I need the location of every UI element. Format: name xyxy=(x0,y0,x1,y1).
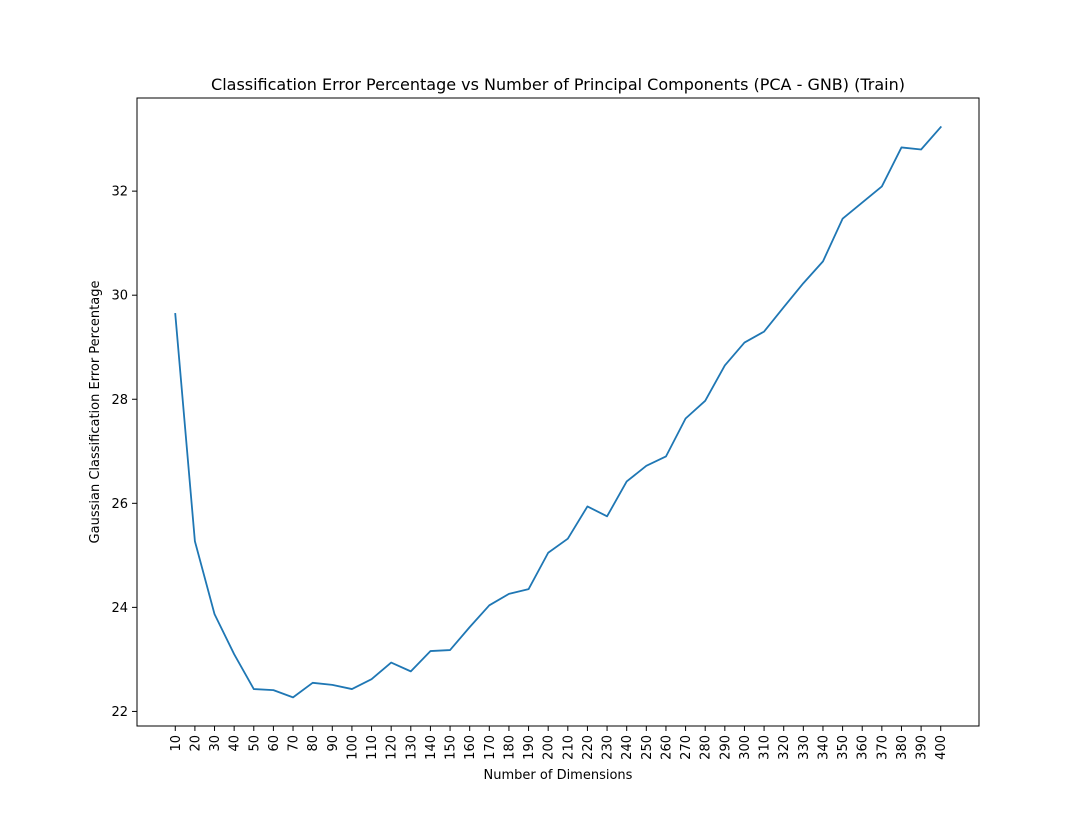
x-tick-label: 180 xyxy=(502,735,517,760)
y-tick-label: 32 xyxy=(111,185,128,200)
x-tick-label: 30 xyxy=(208,735,223,752)
x-tick-label: 140 xyxy=(424,735,439,760)
x-tick-label: 270 xyxy=(679,735,694,760)
x-tick-label: 380 xyxy=(895,735,910,760)
x-axis-label: Number of Dimensions xyxy=(484,768,633,783)
x-tick-label: 280 xyxy=(699,735,714,760)
x-tick-label: 370 xyxy=(875,735,890,760)
x-tick-label: 190 xyxy=(522,735,537,760)
x-tick-label: 210 xyxy=(561,735,576,760)
x-tick-label: 390 xyxy=(915,735,930,760)
y-axis-label: Gaussian Classification Error Percentage xyxy=(88,281,103,544)
plot-frame xyxy=(136,97,980,727)
x-tick-label: 60 xyxy=(267,735,282,752)
x-tick-label: 360 xyxy=(856,735,871,760)
x-tick-label: 250 xyxy=(640,735,655,760)
y-tick-label: 24 xyxy=(111,601,128,616)
x-tick-label: 130 xyxy=(404,735,419,760)
x-tick-label: 240 xyxy=(620,735,635,760)
y-tick-label: 22 xyxy=(111,705,128,720)
x-tick-label: 170 xyxy=(483,735,498,760)
x-tick-label: 80 xyxy=(306,735,321,752)
x-tick-label: 320 xyxy=(777,735,792,760)
x-tick-label: 20 xyxy=(188,735,203,752)
chart-title: Classification Error Percentage vs Numbe… xyxy=(211,75,905,94)
x-tick-label: 290 xyxy=(718,735,733,760)
x-tick-label: 50 xyxy=(247,735,262,752)
x-tick-label: 150 xyxy=(444,735,459,760)
y-tick-label: 26 xyxy=(111,497,128,512)
ticks-layer: 10 20 30 40 50 60 70 80 90 100 110 120 130 140 150 160 1… xyxy=(111,185,949,760)
x-tick-label: 350 xyxy=(836,735,851,760)
series-line xyxy=(174,125,943,699)
y-tick-label: 28 xyxy=(111,393,128,408)
y-tick-label: 30 xyxy=(111,289,128,304)
x-tick-label: 230 xyxy=(601,735,616,760)
x-tick-label: 70 xyxy=(287,735,302,752)
x-tick-label: 120 xyxy=(385,735,400,760)
x-tick-label: 400 xyxy=(934,735,949,760)
x-tick-label: 300 xyxy=(738,735,753,760)
x-tick-label: 160 xyxy=(463,735,478,760)
x-tick-label: 310 xyxy=(758,735,773,760)
x-tick-label: 200 xyxy=(542,735,557,760)
x-tick-label: 340 xyxy=(816,735,831,760)
plot-area xyxy=(137,98,979,726)
x-tick-label: 40 xyxy=(228,735,243,752)
x-tick-label: 10 xyxy=(169,735,184,752)
x-tick-label: 220 xyxy=(581,735,596,760)
x-tick-label: 90 xyxy=(326,735,341,752)
x-tick-label: 100 xyxy=(345,735,360,760)
x-tick-label: 330 xyxy=(797,735,812,760)
x-tick-label: 260 xyxy=(659,735,674,760)
x-tick-label: 110 xyxy=(365,735,380,760)
